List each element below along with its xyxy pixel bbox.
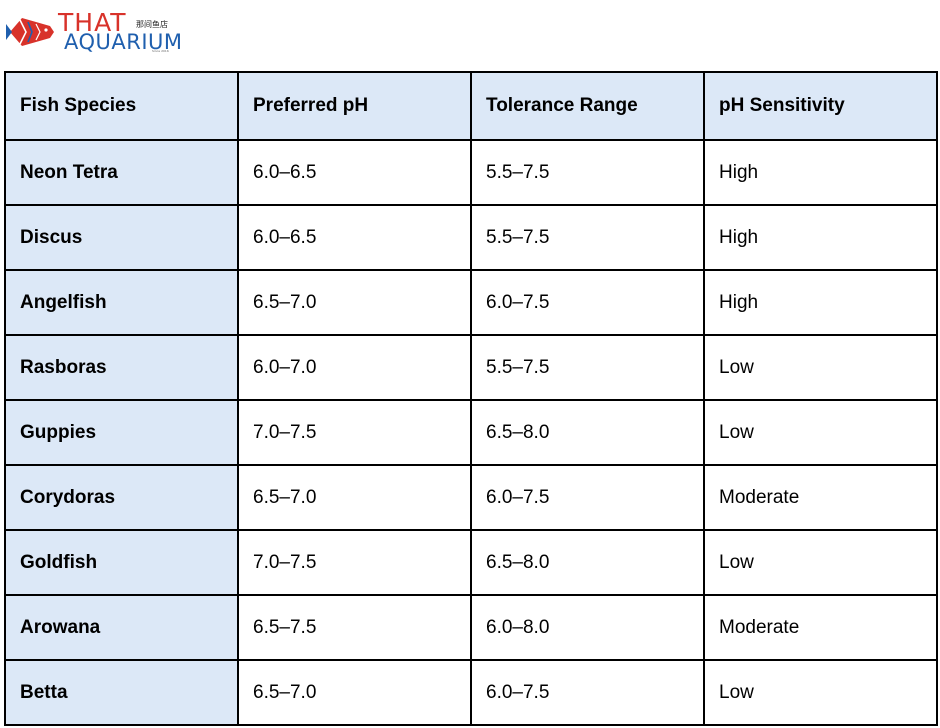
table-row: Angelfish 6.5–7.0 6.0–7.5 High [4,269,938,336]
cell-ph-sensitivity: Low [703,334,938,401]
cell-ph-sensitivity: Low [703,529,938,596]
cell-species: Corydoras [4,464,239,531]
cell-ph-sensitivity: High [703,139,938,206]
fish-logo-icon [6,18,54,46]
cell-species: Arowana [4,594,239,661]
cell-ph-sensitivity: Low [703,659,938,726]
cell-tolerance-range: 6.0–7.5 [470,464,705,531]
table-row: Arowana 6.5–7.5 6.0–8.0 Moderate [4,594,938,661]
cell-tolerance-range: 6.0–8.0 [470,594,705,661]
logo-text-aquarium: AQUARIUM [64,30,183,54]
cell-ph-sensitivity: Moderate [703,594,938,661]
cell-ph-sensitivity: Moderate [703,464,938,531]
cell-preferred-ph: 7.0–7.5 [237,529,472,596]
cell-species: Discus [4,204,239,271]
cell-preferred-ph: 6.5–7.5 [237,594,472,661]
table-row: Guppies 7.0–7.5 6.5–8.0 Low [4,399,938,466]
cell-species: Betta [4,659,239,726]
cell-species: Rasboras [4,334,239,401]
cell-ph-sensitivity: High [703,204,938,271]
cell-species: Goldfish [4,529,239,596]
cell-tolerance-range: 6.5–8.0 [470,529,705,596]
table-row: Corydoras 6.5–7.0 6.0–7.5 Moderate [4,464,938,531]
cell-species: Neon Tetra [4,139,239,206]
header-fish-species: Fish Species [4,71,239,141]
header-preferred-ph: Preferred pH [237,71,472,141]
cell-preferred-ph: 6.5–7.0 [237,464,472,531]
header-tolerance-range: Tolerance Range [470,71,705,141]
logo-chinese-text: 那间鱼店 [136,20,168,29]
cell-preferred-ph: 6.0–7.0 [237,334,472,401]
cell-preferred-ph: 6.5–7.0 [237,269,472,336]
cell-preferred-ph: 6.0–6.5 [237,139,472,206]
logo-text-that: THAT [58,8,127,37]
table-row: Discus 6.0–6.5 5.5–7.5 High [4,204,938,271]
brand-logo: THAT 那间鱼店 AQUARIUM Since 2016 [6,6,196,60]
table-row: Goldfish 7.0–7.5 6.5–8.0 Low [4,529,938,596]
cell-tolerance-range: 5.5–7.5 [470,334,705,401]
cell-preferred-ph: 6.5–7.0 [237,659,472,726]
cell-species: Guppies [4,399,239,466]
header-ph-sensitivity: pH Sensitivity [703,71,938,141]
table-row: Rasboras 6.0–7.0 5.5–7.5 Low [4,334,938,401]
cell-tolerance-range: 6.0–7.5 [470,659,705,726]
cell-tolerance-range: 6.5–8.0 [470,399,705,466]
cell-tolerance-range: 5.5–7.5 [470,204,705,271]
cell-ph-sensitivity: High [703,269,938,336]
cell-species: Angelfish [4,269,239,336]
table-row: Neon Tetra 6.0–6.5 5.5–7.5 High [4,139,938,206]
table-row: Betta 6.5–7.0 6.0–7.5 Low [4,659,938,726]
table-header-row: Fish Species Preferred pH Tolerance Rang… [4,71,938,141]
cell-ph-sensitivity: Low [703,399,938,466]
cell-tolerance-range: 5.5–7.5 [470,139,705,206]
cell-preferred-ph: 7.0–7.5 [237,399,472,466]
cell-tolerance-range: 6.0–7.5 [470,269,705,336]
cell-preferred-ph: 6.0–6.5 [237,204,472,271]
logo-small-text: Since 2016 [152,49,169,53]
ph-table: Fish Species Preferred pH Tolerance Rang… [4,71,938,726]
